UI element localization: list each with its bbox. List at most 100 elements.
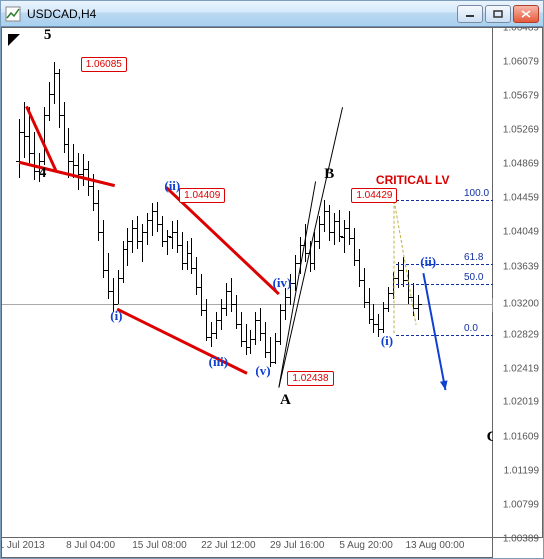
- ohlc-bar: [44, 107, 45, 166]
- y-axis: 1.003891.007991.011991.016091.020191.024…: [493, 27, 543, 538]
- ohlc-bar: [369, 288, 370, 324]
- wave-label: 5: [44, 27, 52, 44]
- fib-level-label: 50.0: [464, 272, 483, 283]
- ohlc-bar: [246, 324, 247, 355]
- fib-level-line: [396, 264, 494, 265]
- ohlc-bar: [260, 308, 261, 342]
- fib-level-label: 100.0: [464, 188, 489, 199]
- wave-label: (i): [381, 333, 393, 349]
- y-tick-label: 1.02419: [503, 363, 539, 374]
- ohlc-bar: [113, 278, 114, 312]
- ohlc-bar: [305, 224, 306, 262]
- ohlc-bar: [255, 312, 256, 346]
- ohlc-bar: [324, 200, 325, 232]
- ohlc-bar: [24, 102, 25, 157]
- wave-label: (v): [255, 363, 270, 379]
- ohlc-bar: [172, 221, 173, 249]
- price-label: 1.04429: [351, 188, 397, 203]
- y-tick-label: 1.06489: [503, 27, 539, 34]
- y-tick-label: 1.00389: [503, 534, 539, 545]
- ohlc-bar: [108, 253, 109, 299]
- wave-label: (ii): [164, 178, 180, 194]
- x-tick-label: 8 Jul 04:00: [66, 540, 115, 551]
- ohlc-bar: [285, 288, 286, 320]
- fib-level-label: 0.0: [464, 323, 478, 334]
- price-label: 1.04409: [179, 188, 225, 203]
- x-tick-label: 13 Aug 00:00: [405, 540, 464, 551]
- ohlc-bar: [265, 322, 266, 358]
- ohlc-bar: [314, 232, 315, 270]
- ohlc-bar: [354, 228, 355, 266]
- ohlc-bar: [19, 119, 20, 178]
- ohlc-bar: [59, 69, 60, 128]
- ohlc-bar: [152, 203, 153, 237]
- titlebar[interactable]: USDCAD,H4: [1, 1, 543, 27]
- ohlc-bar: [221, 299, 222, 330]
- ohlc-bar: [211, 322, 212, 347]
- ohlc-bar: [64, 102, 65, 152]
- ohlc-bar: [123, 241, 124, 283]
- ohlc-bar: [334, 213, 335, 245]
- wave-label: 4: [39, 165, 47, 182]
- wave-label: A: [280, 392, 291, 409]
- ohlc-bar: [182, 232, 183, 270]
- ohlc-bar: [393, 272, 394, 300]
- ohlc-bar: [127, 228, 128, 266]
- ohlc-bar: [349, 211, 350, 245]
- ohlc-bar: [373, 304, 374, 333]
- ohlc-bar: [319, 216, 320, 250]
- ohlc-bar: [206, 299, 207, 341]
- price-label: 1.02438: [287, 371, 333, 386]
- ohlc-bar: [29, 107, 30, 163]
- close-button[interactable]: [513, 5, 539, 23]
- y-tick-label: 1.03200: [503, 298, 539, 309]
- ohlc-bar: [408, 270, 409, 304]
- minimize-button[interactable]: [457, 5, 483, 23]
- fib-level-line: [396, 284, 494, 285]
- ohlc-bar: [118, 270, 119, 304]
- overlay-svg: [2, 28, 492, 537]
- y-tick-label: 1.04049: [503, 227, 539, 238]
- y-tick-label: 1.05679: [503, 90, 539, 101]
- ohlc-bar: [103, 220, 104, 279]
- plot-region[interactable]: 1.03200100.061.850.00.01.060851.044091.0…: [1, 27, 493, 538]
- ohlc-bar: [344, 220, 345, 254]
- ohlc-bar: [54, 62, 55, 104]
- ohlc-bar: [196, 257, 197, 295]
- x-tick-label: 29 Jul 16:00: [270, 540, 325, 551]
- x-tick-label: 15 Jul 08:00: [132, 540, 187, 551]
- ohlc-bar: [359, 249, 360, 287]
- y-tick-label: 1.02019: [503, 397, 539, 408]
- price-label: 1.06085: [81, 57, 127, 72]
- x-tick-label: 1 Jul 2013: [1, 540, 45, 551]
- ohlc-bar: [142, 224, 143, 262]
- ohlc-bar: [226, 283, 227, 317]
- ohlc-bar: [187, 241, 188, 270]
- chart-area[interactable]: 1.03200100.061.850.00.01.060851.044091.0…: [1, 27, 543, 558]
- fib-level-line: [396, 335, 494, 336]
- wave-label: (iv): [273, 275, 292, 291]
- ohlc-bar: [231, 278, 232, 312]
- x-axis: 1 Jul 2013 8 Jul 04:00 15 Jul 08:00 22 Jul …: [1, 538, 493, 558]
- maximize-button[interactable]: [485, 5, 511, 23]
- ohlc-bar: [157, 202, 158, 232]
- ohlc-bar: [329, 205, 330, 241]
- ohlc-bar: [403, 257, 404, 286]
- ohlc-bar: [83, 154, 84, 186]
- ohlc-bar: [167, 230, 168, 255]
- fib-level-line: [396, 200, 494, 201]
- ohlc-bar: [275, 333, 276, 364]
- y-tick-label: 1.01609: [503, 431, 539, 442]
- ohlc-bar: [93, 174, 94, 212]
- ohlc-bar: [241, 312, 242, 347]
- y-tick-label: 1.06079: [503, 57, 539, 68]
- ohlc-bar: [68, 128, 69, 178]
- ohlc-bar: [137, 216, 138, 250]
- y-tick-label: 1.03639: [503, 261, 539, 272]
- ohlc-bar: [177, 220, 178, 254]
- ohlc-bar: [34, 132, 35, 180]
- ohlc-bar: [88, 161, 89, 196]
- chart-shift-icon: [8, 34, 20, 46]
- x-tick-label: 22 Jul 12:00: [201, 540, 256, 551]
- ohlc-bar: [300, 237, 301, 275]
